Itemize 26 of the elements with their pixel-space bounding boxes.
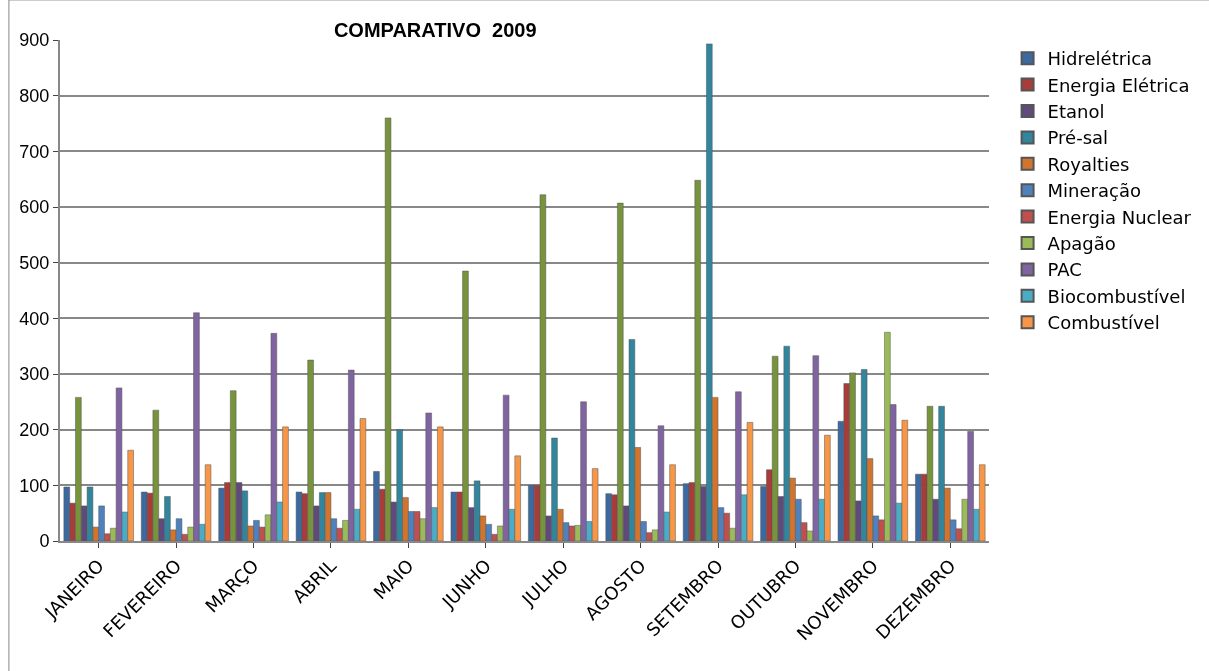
y-tick-label: 400 (19, 308, 50, 329)
legend-label: Pré-sal (1047, 127, 1109, 149)
chart-title: COMPARATIVO 2009 (333, 19, 537, 42)
y-tick-label: 500 (19, 252, 50, 273)
y-tick-label: 700 (19, 141, 50, 162)
legend-label: Energia Nuclear (1047, 206, 1192, 228)
legend-label: Hidrelétrica (1047, 48, 1153, 70)
legend-label: Energia Elétrica (1047, 74, 1190, 96)
y-tick-label: 900 (19, 30, 50, 51)
legend-label: Biocombustível (1047, 285, 1186, 307)
y-tick-label: 200 (19, 419, 50, 440)
legend-label: PAC (1047, 259, 1082, 281)
y-tick-label: 800 (19, 85, 50, 106)
bar (295, 491, 303, 541)
legend-label: Apagão (1047, 233, 1116, 255)
legend-label: Etanol (1047, 101, 1105, 123)
bar (915, 473, 922, 541)
legend-label: Mineração (1047, 180, 1141, 202)
bar (450, 491, 458, 541)
y-tick-label: 300 (19, 364, 50, 385)
y-tick-label: 600 (19, 197, 50, 218)
y-tick-label: 0 (39, 531, 50, 552)
legend-label: Combustível (1047, 312, 1160, 334)
y-tick-label: 100 (19, 475, 50, 496)
legend-label: Royalties (1047, 153, 1130, 175)
bar (528, 485, 535, 541)
